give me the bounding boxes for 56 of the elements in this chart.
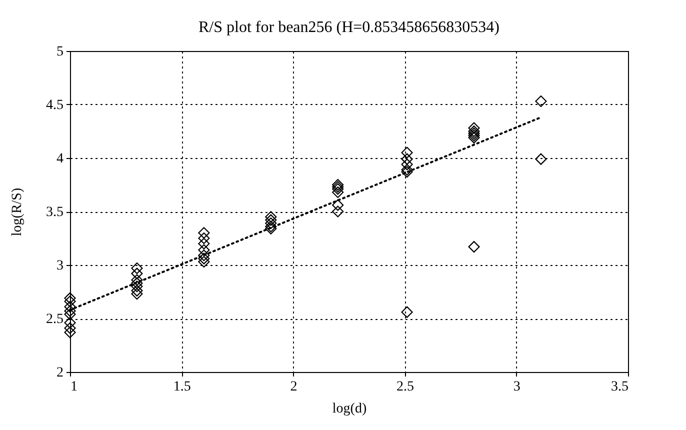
point: [64, 305, 76, 317]
point: [64, 292, 76, 304]
y-tick-label: 4: [56, 152, 64, 166]
point: [468, 122, 480, 134]
y-tick-label: 4.5: [46, 98, 64, 113]
point: [401, 306, 413, 318]
point: [198, 227, 210, 239]
y-axis-title: log(R/S): [10, 188, 25, 236]
point: [131, 277, 143, 289]
point: [401, 164, 413, 176]
x-tick-label: 1.5: [173, 380, 191, 394]
point: [332, 186, 344, 198]
point: [64, 326, 76, 338]
point: [198, 250, 210, 262]
point: [131, 280, 143, 292]
point: [401, 153, 413, 165]
y-tick-label: 3: [56, 258, 64, 274]
chart-title: R/S plot for bean256 (H=0.853458656830534): [198, 19, 500, 36]
point: [198, 238, 210, 250]
point: [64, 308, 76, 320]
point: [265, 217, 277, 230]
y-tick-label: 2.5: [46, 312, 64, 327]
point: [468, 125, 480, 138]
point: [265, 211, 277, 223]
point: [131, 274, 143, 286]
x-axis-title: log(d): [332, 402, 367, 416]
point: [131, 262, 143, 274]
point: [401, 158, 413, 170]
point: [332, 178, 344, 191]
point: [64, 322, 76, 334]
point: [535, 153, 547, 165]
point: [265, 214, 277, 226]
point: [198, 244, 210, 256]
x-tick-label: 3.5: [611, 380, 628, 394]
x-tick-label: 2.5: [396, 380, 414, 394]
y-tick-label: 5: [56, 44, 64, 60]
point: [401, 146, 413, 158]
y-tick-label: 3.5: [46, 205, 64, 220]
x-tick-label: 3: [513, 380, 520, 394]
point: [332, 199, 344, 211]
point: [64, 300, 76, 313]
point: [198, 256, 210, 268]
point: [64, 296, 76, 308]
x-tick-label: 2: [290, 380, 298, 394]
point: [401, 166, 413, 178]
point: [64, 316, 76, 329]
point: [468, 241, 480, 253]
x-tick-label: 1: [70, 380, 78, 394]
point: [131, 268, 143, 280]
point: [198, 252, 210, 264]
point: [131, 284, 143, 296]
point: [198, 232, 210, 244]
point: [131, 288, 143, 300]
point: [332, 206, 344, 218]
y-tick-label: 2: [56, 366, 64, 380]
point: [535, 95, 547, 108]
